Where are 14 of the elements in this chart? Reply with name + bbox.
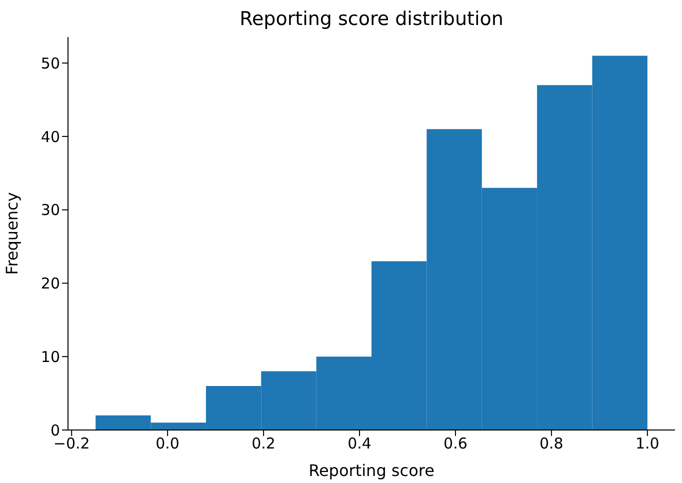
x-tick-label: 0.8	[540, 434, 564, 453]
x-tick-label: 0.0	[156, 434, 180, 453]
x-axis-title: Reporting score	[308, 461, 434, 480]
x-tick-label: 1.0	[635, 434, 660, 453]
x-tick-label: 0.6	[444, 434, 468, 453]
y-tick-label: 40	[40, 128, 60, 146]
chart-title: Reporting score distribution	[238, 8, 504, 30]
y-tick-label: 20	[40, 274, 60, 293]
x-tick-label: 0.4	[348, 434, 372, 453]
y-tick-label: 10	[40, 348, 60, 366]
x-tick-label: 0.2	[252, 434, 276, 453]
y-tick-label: 30	[40, 201, 60, 220]
y-axis-title: Frequency	[2, 192, 22, 275]
y-tick-label: 50	[40, 54, 60, 72]
